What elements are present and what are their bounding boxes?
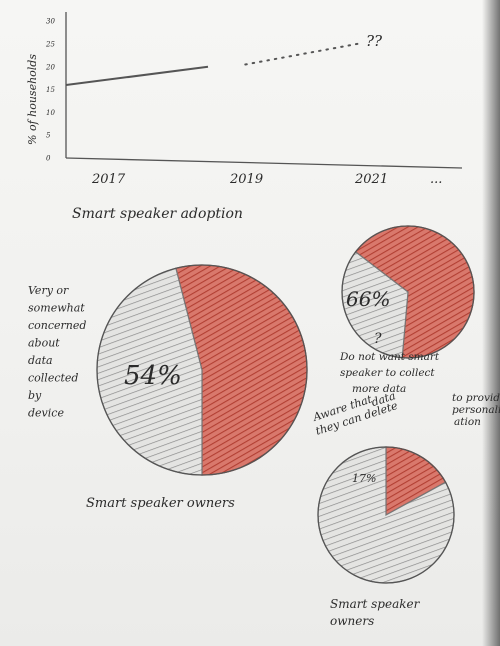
side-note-line: by	[28, 389, 42, 402]
note-line: to provide	[452, 392, 500, 404]
side-note-concerned: Very or somewhat concerned about data collect…	[28, 284, 86, 420]
y-axis-label: % of households	[26, 54, 39, 145]
x-tick-label: 2021	[354, 172, 388, 187]
side-note-line: somewhat	[28, 302, 85, 315]
trend-annotation: ??	[366, 32, 383, 50]
pie-slice-label: 54%	[124, 361, 182, 391]
side-note-line: concerned	[28, 319, 86, 332]
note-line: more data	[352, 383, 406, 395]
y-tick-label: 0	[46, 155, 51, 163]
pie-chart-not-want-collect: 66%	[341, 225, 475, 359]
y-tick-label: 20	[45, 63, 55, 71]
pie-chart-aware-delete: 17%	[317, 446, 455, 584]
pie-slice-label: 66%	[346, 287, 390, 311]
note-line: personaliz-	[452, 404, 500, 416]
line-chart: 0 5 10 15 20 25 30 2017 2019 2021... % of househ…	[26, 12, 463, 222]
series-line-solid	[65, 65, 209, 86]
pie-outline	[317, 446, 455, 584]
x-tick-label: ...	[430, 172, 442, 187]
side-note-line: Very or	[28, 284, 69, 297]
y-tick-label: 25	[45, 40, 55, 48]
side-note-line: about	[28, 337, 60, 350]
x-tick-label: 2017	[91, 172, 126, 187]
y-tick-label: 5	[46, 132, 51, 140]
y-tick-labels: 0 5 10 15 20 25 30	[45, 18, 55, 163]
note-line: speaker to collect	[340, 367, 435, 379]
paper-edge-shadow	[482, 0, 500, 646]
x-tick-labels: 2017 2019 2021...	[91, 172, 442, 187]
y-tick-label: 30	[46, 18, 55, 26]
note-not-want-collect: Do not want smart speaker to collect more …	[339, 351, 500, 428]
note-line: ation	[454, 416, 481, 428]
series-line-dotted	[244, 42, 359, 66]
pie-outline	[341, 225, 475, 359]
pie-slice-label: 17%	[352, 472, 376, 485]
pie-caption-owners: Smart speaker owners	[86, 496, 235, 511]
y-tick-label: 10	[46, 109, 55, 117]
x-tick-label: 2019	[229, 172, 263, 187]
y-tick-label: 15	[46, 86, 55, 94]
note-line: Do not want smart	[339, 351, 440, 363]
side-note-line: data	[28, 354, 53, 367]
pie-chart-concerned: 54%	[96, 264, 308, 476]
x-axis	[65, 157, 463, 169]
side-note-line: collected	[28, 372, 78, 385]
x-axis-label: Smart speaker adoption	[72, 206, 243, 222]
pie-outline	[96, 264, 308, 476]
pie-caption-owners-2: Smart speaker owners	[330, 597, 421, 628]
caption-line: Smart speaker	[330, 597, 421, 611]
question-mark: ?	[374, 331, 382, 347]
caption-line: owners	[330, 614, 374, 628]
side-note-line: device	[28, 407, 64, 420]
